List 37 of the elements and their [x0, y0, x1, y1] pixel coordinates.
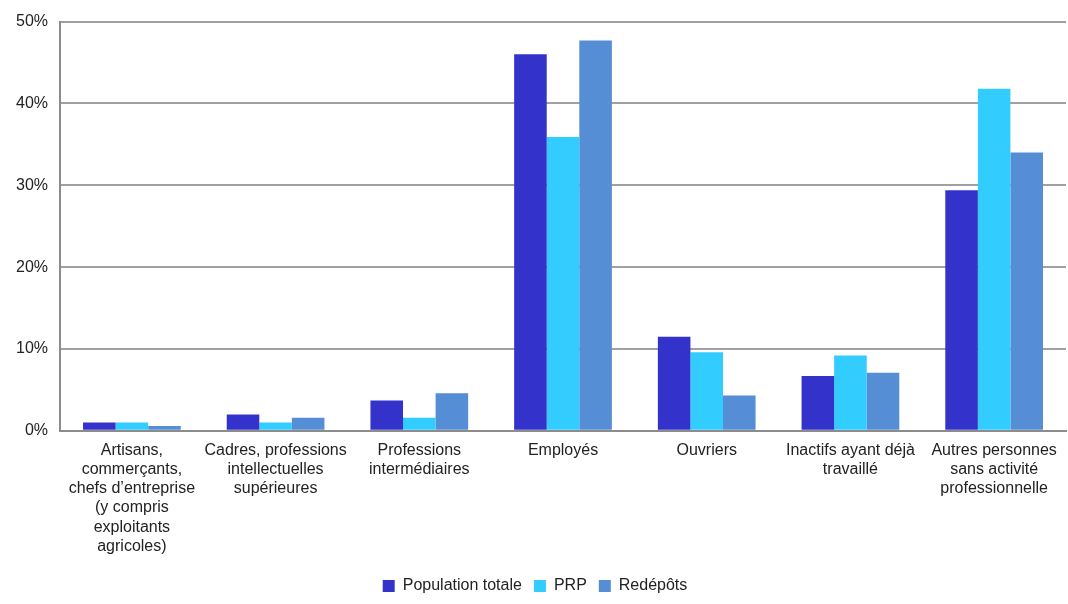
- x-tick-label: Professions intermédiaires: [369, 440, 470, 478]
- bar: [226, 414, 260, 430]
- legend-label: Redépôts: [618, 576, 688, 594]
- bar: [259, 422, 292, 430]
- bar: [83, 422, 116, 430]
- legend-label: PRP: [553, 576, 587, 594]
- y-tick-label: 10%: [15, 339, 49, 357]
- bar: [690, 352, 724, 430]
- bar: [546, 136, 580, 430]
- bar: [148, 425, 181, 430]
- y-tick-label: 30%: [15, 175, 49, 193]
- x-tick-label: Ouvriers: [676, 440, 737, 458]
- bar: [579, 40, 612, 430]
- bar: [801, 375, 835, 430]
- legend-label: Population totale: [402, 576, 523, 594]
- bar: [370, 400, 404, 430]
- x-tick-label: Artisans, commerçants, chefs d’entreprise (y compris exploitants agricoles): [68, 440, 196, 554]
- bar: [435, 393, 469, 430]
- x-tick-label: Autres personnes sans activité professionnelle: [931, 440, 1057, 497]
- bar: [977, 88, 1011, 430]
- y-tick-label: 0%: [24, 421, 49, 439]
- bar: [1010, 152, 1044, 430]
- x-tick-label: Employés: [527, 440, 599, 458]
- y-tick-label: 50%: [15, 12, 49, 30]
- bar: [866, 372, 900, 430]
- bar: [514, 54, 547, 430]
- bar: [657, 336, 691, 430]
- bar: [291, 417, 325, 430]
- y-tick-label: 40%: [15, 93, 49, 111]
- bar: [834, 355, 867, 430]
- bar: [945, 190, 978, 430]
- bar: [723, 395, 756, 430]
- bar: [403, 417, 436, 430]
- x-tick-label: Cadres, professions intellectuelles supérieures: [204, 440, 347, 497]
- bar: [115, 422, 149, 430]
- x-tick-label: Inactifs ayant déjà travaillé: [785, 440, 916, 478]
- y-tick-label: 20%: [15, 257, 49, 275]
